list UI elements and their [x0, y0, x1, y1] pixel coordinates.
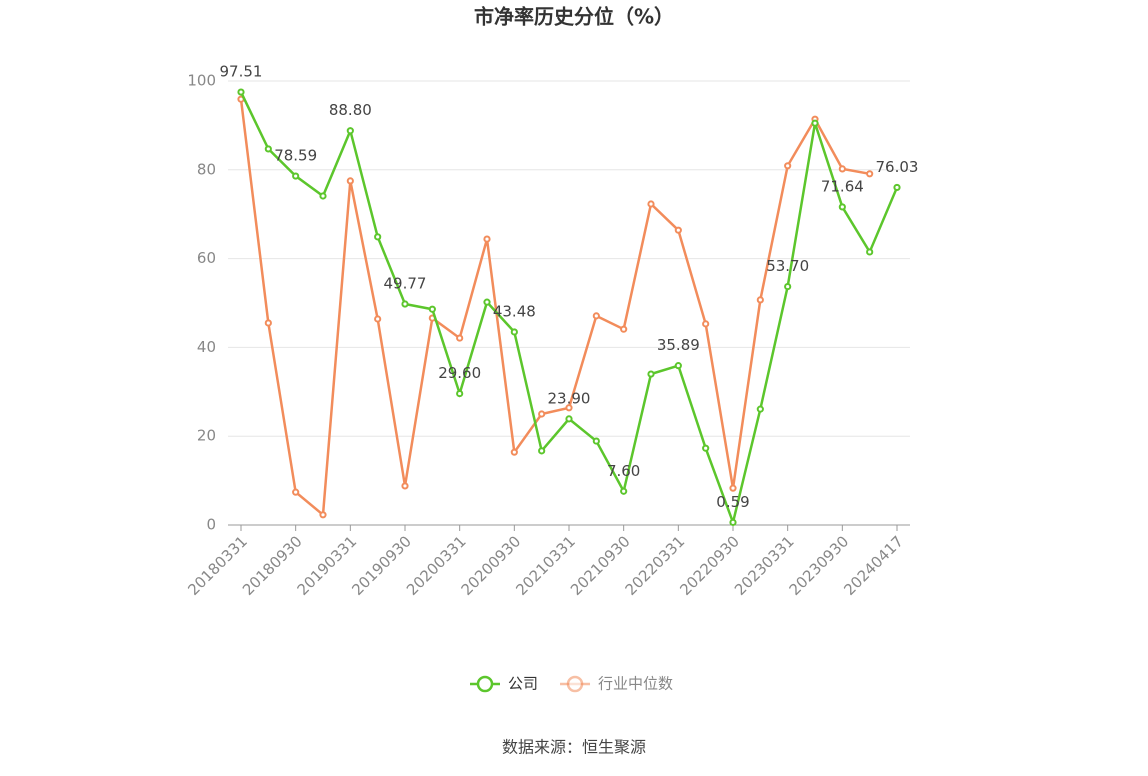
point [401, 482, 409, 490]
point [866, 170, 874, 178]
point [483, 235, 491, 243]
point [620, 487, 628, 495]
data-label: 49.77 [384, 275, 427, 293]
point [838, 203, 846, 211]
data-label: 53.70 [766, 257, 809, 275]
data-label: 78.59 [274, 147, 317, 165]
point [319, 192, 327, 200]
point [401, 300, 409, 308]
data-label: 29.60 [438, 364, 481, 382]
point [592, 312, 600, 320]
point [483, 298, 491, 306]
y-tick-label: 40 [197, 338, 216, 356]
y-tick-label: 60 [197, 249, 216, 267]
point [702, 320, 710, 328]
point [319, 511, 327, 519]
legend-marker [476, 675, 494, 693]
point [784, 282, 792, 291]
point [346, 177, 354, 185]
point [565, 415, 573, 423]
point [592, 437, 600, 445]
data-label: 35.89 [657, 336, 700, 354]
legend-label: 公司 [508, 675, 538, 693]
point [702, 444, 710, 452]
point [428, 305, 436, 313]
point [565, 404, 573, 412]
point [538, 447, 546, 455]
point [374, 233, 382, 241]
point [346, 127, 354, 135]
point [292, 488, 300, 496]
y-tick-label: 20 [197, 427, 216, 445]
legend-marker [566, 675, 584, 693]
point [292, 172, 300, 180]
point [456, 334, 464, 342]
point [538, 410, 546, 418]
data-label: 76.03 [876, 158, 919, 176]
point [729, 518, 737, 526]
point [811, 119, 819, 127]
point [674, 226, 682, 234]
point [374, 315, 382, 323]
data-label: 0.59 [716, 493, 749, 511]
point [620, 325, 628, 333]
y-tick-label: 100 [187, 72, 216, 90]
point [866, 248, 874, 256]
data-label: 88.80 [329, 101, 372, 119]
point [647, 200, 655, 208]
data-label: 71.64 [821, 177, 864, 195]
point [893, 183, 901, 192]
point [784, 162, 792, 170]
point [456, 389, 464, 398]
data-label: 97.51 [220, 63, 263, 81]
point [237, 88, 245, 96]
x-tick-label: 20240417 [840, 532, 907, 599]
y-tick-label: 80 [197, 160, 216, 178]
source: 数据来源：恒生聚源 [502, 738, 646, 757]
point [729, 484, 737, 492]
point [264, 145, 272, 153]
chart-title: 市净率历史分位（%） [474, 5, 674, 29]
data-label: 43.48 [493, 302, 536, 320]
point [264, 319, 272, 327]
point [756, 405, 764, 413]
point [838, 165, 846, 173]
y-tick-label: 0 [206, 516, 216, 534]
line [239, 99, 870, 518]
data-label: 23.90 [548, 389, 591, 407]
legend-item: 公司 [470, 675, 538, 693]
point [510, 328, 518, 336]
point [756, 296, 764, 304]
legend-item: 行业中位数 [560, 675, 673, 693]
data-label: 7.60 [607, 462, 640, 480]
point [674, 362, 682, 370]
point [510, 448, 518, 456]
point [647, 370, 655, 378]
legend-label: 行业中位数 [598, 675, 673, 693]
